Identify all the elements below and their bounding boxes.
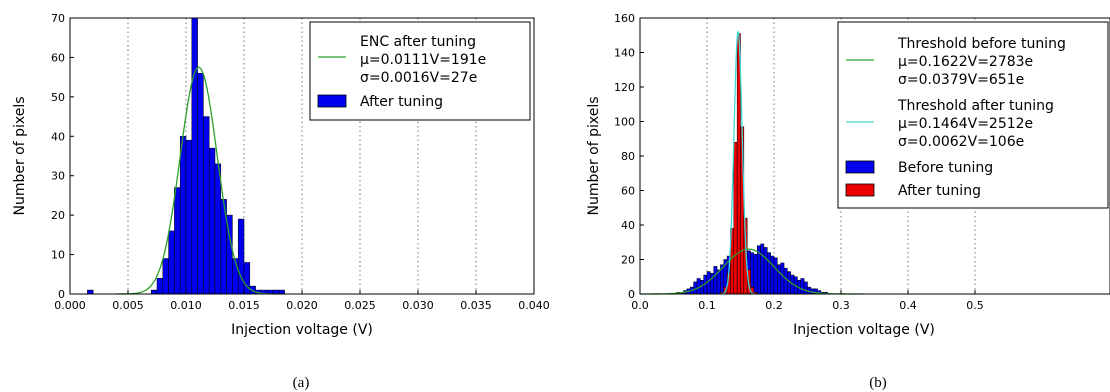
legend-swatch-after-bars bbox=[845, 183, 875, 197]
y-tick-label: 70 bbox=[51, 12, 65, 25]
legend-fit-after-mu: μ=0.1464V=2512e bbox=[898, 116, 1033, 132]
y-tick-label: 160 bbox=[614, 12, 635, 25]
x-tick-label: 0.000 bbox=[54, 299, 86, 312]
x-tick-label: 0.030 bbox=[402, 299, 434, 312]
chart-panel-a: 0.000 0.005 0.010 0.015 0.020 0.025 0.030 0.035… bbox=[12, 12, 550, 391]
histogram-bar bbox=[760, 243, 765, 295]
axis-ticks-a: 0.000 0.005 0.010 0.015 0.020 0.025 0.030 0.035… bbox=[51, 12, 550, 312]
x-tick-label: 0.2 bbox=[765, 299, 783, 312]
y-tick-label: 0 bbox=[58, 288, 65, 301]
x-tick-label: 0.025 bbox=[344, 299, 376, 312]
y-tick-label: 0 bbox=[628, 288, 635, 301]
histogram-bar bbox=[767, 252, 771, 295]
histogram-bar bbox=[803, 281, 808, 295]
histogram-bar bbox=[87, 289, 94, 295]
legend-after-label: After tuning bbox=[360, 94, 443, 110]
histogram-bar bbox=[232, 258, 239, 295]
y-tick-label: 30 bbox=[51, 170, 65, 183]
x-tick-label: 0.4 bbox=[899, 299, 917, 312]
y-tick-label: 100 bbox=[614, 116, 635, 129]
y-tick-label: 20 bbox=[51, 209, 65, 222]
histogram-bar bbox=[780, 262, 785, 295]
histogram-bar bbox=[197, 72, 204, 295]
x-tick-label: 0.0 bbox=[631, 299, 649, 312]
histogram-bar bbox=[773, 257, 778, 295]
caption-b: (b) bbox=[869, 375, 887, 391]
fit-curve-enc bbox=[115, 66, 283, 295]
caption-a: (a) bbox=[293, 375, 310, 391]
histogram-bar bbox=[185, 139, 193, 295]
y-tick-label: 50 bbox=[51, 91, 65, 104]
histogram-bar bbox=[243, 262, 251, 295]
legend-fit-before-title: Threshold before tuning bbox=[897, 36, 1066, 52]
legend-b: Threshold before tuning μ=0.1622V=2783e … bbox=[837, 21, 1109, 209]
legend-fit-title: ENC after tuning bbox=[360, 34, 476, 50]
legend-a: ENC after tuning μ=0.0111V=191e σ=0.0016… bbox=[309, 21, 531, 121]
y-tick-label: 40 bbox=[51, 130, 65, 143]
legend-swatch-after bbox=[317, 94, 347, 108]
chart-panel-b: 0.0 0.1 0.2 0.3 0.4 0.5020406080100120140160 … bbox=[586, 12, 1110, 391]
histogram-bar bbox=[156, 277, 164, 295]
y-tick-label: 20 bbox=[621, 254, 635, 267]
histogram-bars-a bbox=[87, 17, 285, 295]
histogram-bar bbox=[706, 271, 711, 295]
x-tick-label: 0.035 bbox=[460, 299, 492, 312]
legend-fit-sigma: σ=0.0016V=27e bbox=[360, 70, 477, 86]
y-tick-label: 80 bbox=[621, 150, 635, 163]
x-tick-label: 0.015 bbox=[228, 299, 260, 312]
y-tick-label: 60 bbox=[51, 51, 65, 64]
histogram-bar bbox=[753, 254, 758, 295]
x-axis-label-a: Injection voltage (V) bbox=[231, 322, 373, 338]
histogram-bar bbox=[179, 136, 187, 295]
legend-before-label: Before tuning bbox=[898, 160, 993, 176]
histogram-bar bbox=[777, 264, 781, 295]
histogram-bar bbox=[800, 278, 805, 295]
x-tick-label: 0.040 bbox=[518, 299, 550, 312]
histogram-bar bbox=[237, 218, 245, 295]
histogram-bar bbox=[770, 255, 775, 295]
histogram-bar bbox=[713, 266, 718, 295]
histogram-bar bbox=[168, 230, 175, 295]
legend-fit-after-sigma: σ=0.0062V=106e bbox=[898, 134, 1024, 150]
y-axis-label-b: Number of pixels bbox=[586, 96, 602, 215]
x-tick-label: 0.005 bbox=[112, 299, 144, 312]
x-tick-label: 0.3 bbox=[832, 299, 850, 312]
histogram-bar bbox=[191, 17, 198, 295]
legend-fit-after-title: Threshold after tuning bbox=[897, 98, 1054, 114]
x-tick-label: 0.1 bbox=[698, 299, 716, 312]
legend-box-a bbox=[309, 21, 531, 121]
histogram-bar bbox=[763, 247, 768, 295]
y-tick-label: 40 bbox=[621, 219, 635, 232]
legend-swatch-before-bars bbox=[845, 160, 875, 174]
y-tick-label: 120 bbox=[614, 81, 635, 94]
y-tick-label: 10 bbox=[51, 249, 65, 262]
histogram-bar bbox=[162, 258, 169, 295]
axis-ticks-b: 0.0 0.1 0.2 0.3 0.4 0.5 0 20 40 60 80 100 120 140 160 bbox=[614, 12, 984, 312]
y-tick-label: 140 bbox=[614, 47, 635, 60]
histogram-bar bbox=[214, 163, 222, 295]
legend-fit-before-mu: μ=0.1622V=2783e bbox=[898, 54, 1033, 70]
legend-fit-before-sigma: σ=0.0379V=651e bbox=[898, 72, 1024, 88]
x-tick-label: 0.010 bbox=[170, 299, 202, 312]
histogram-bar bbox=[783, 267, 788, 295]
histogram-bar bbox=[733, 141, 738, 295]
legend-box-b bbox=[837, 21, 1109, 209]
y-tick-label: 60 bbox=[621, 185, 635, 198]
x-tick-label: 0.5 bbox=[966, 299, 984, 312]
histogram-bar bbox=[203, 116, 210, 295]
legend-after-bars-label: After tuning bbox=[898, 183, 981, 199]
fit-curve-after bbox=[719, 30, 757, 295]
histogram-bar bbox=[208, 147, 216, 295]
y-axis-label-a: Number of pixels bbox=[12, 96, 28, 215]
x-axis-label-b: Injection voltage (V) bbox=[793, 322, 935, 338]
histogram-bar bbox=[150, 289, 158, 295]
histogram-bar bbox=[174, 187, 181, 295]
legend-fit-mu: μ=0.0111V=191e bbox=[360, 52, 486, 68]
x-tick-label: 0.020 bbox=[286, 299, 318, 312]
